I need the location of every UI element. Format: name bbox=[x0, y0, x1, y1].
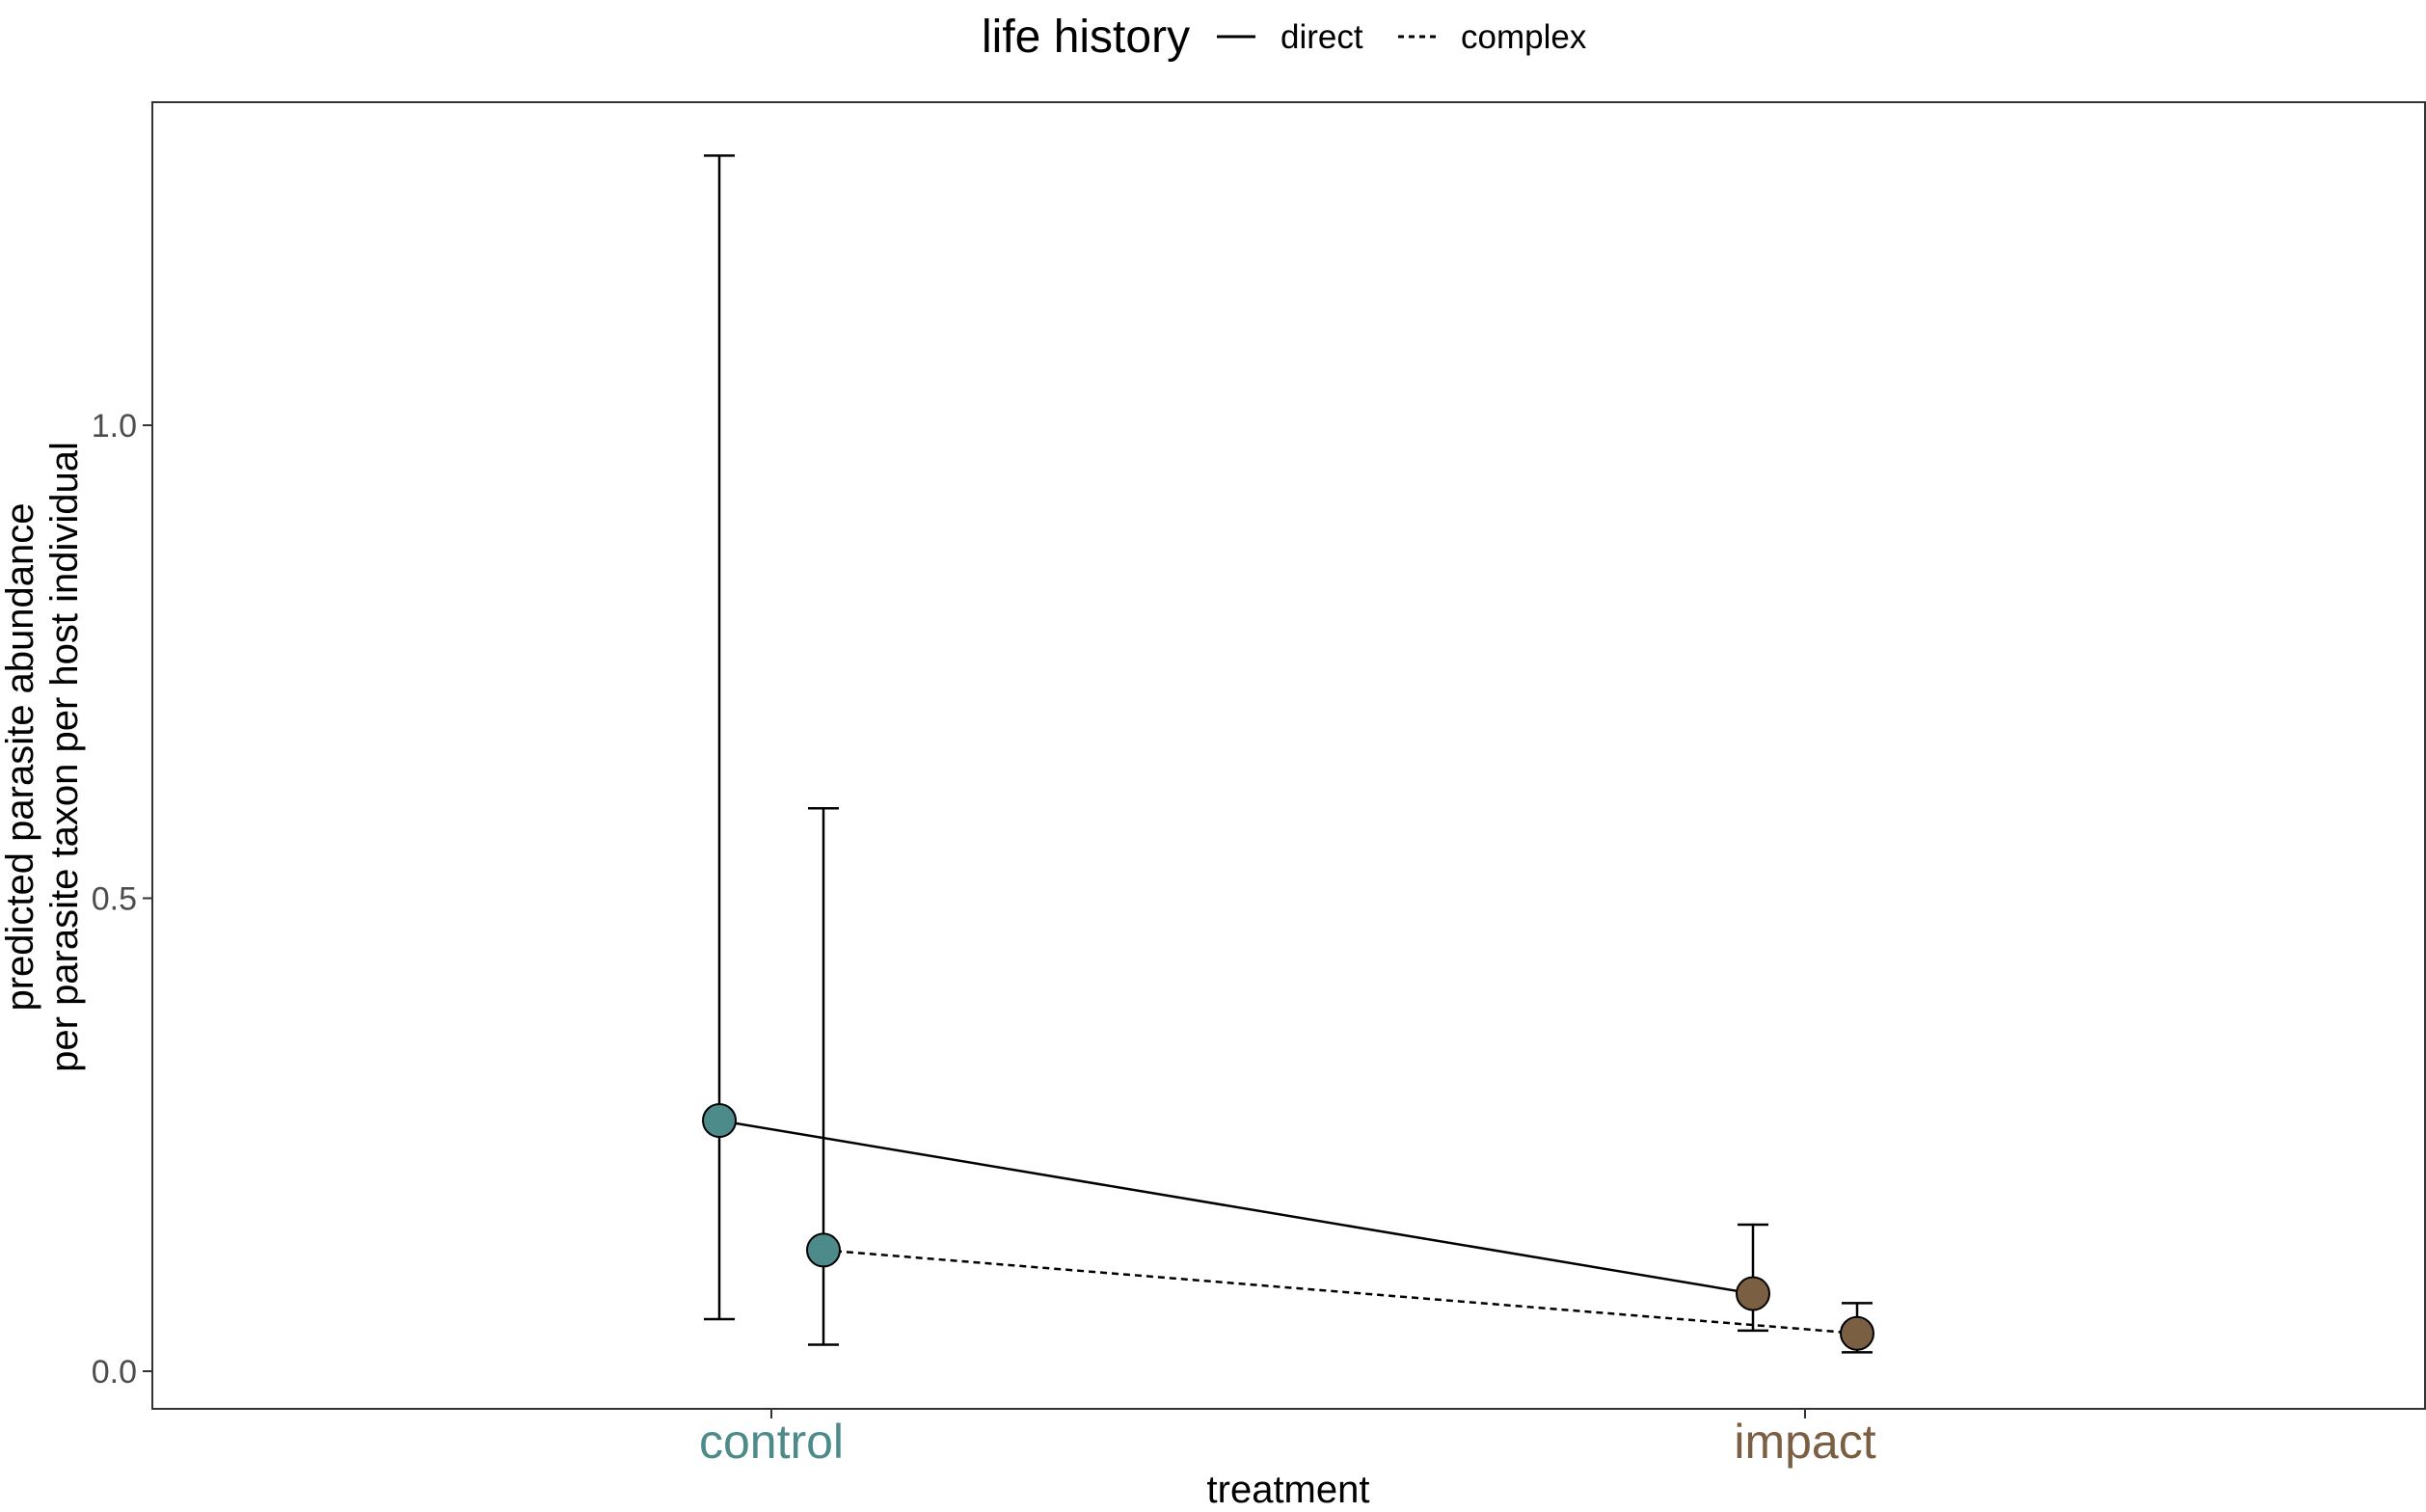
point-complex-control bbox=[806, 1232, 841, 1268]
error-bar-direct-control bbox=[704, 154, 735, 1321]
x-tick-label-control: control bbox=[699, 1415, 844, 1469]
x-axis-title: treatment bbox=[1207, 1469, 1370, 1511]
series-lines bbox=[718, 1119, 1858, 1336]
y-tick-label-1: 0.5 bbox=[92, 881, 137, 918]
legend-label-complex: complex bbox=[1461, 18, 1587, 56]
legend-label-direct: direct bbox=[1280, 18, 1363, 56]
series-line-complex bbox=[822, 1249, 1858, 1336]
y-axis-title-line2: per parasite taxon per host individual bbox=[43, 442, 86, 1072]
y-tick-label-0: 0.0 bbox=[92, 1354, 137, 1390]
legend: life history direct complex bbox=[982, 12, 1587, 63]
series-line-direct bbox=[718, 1119, 1754, 1295]
point-direct-impact bbox=[1736, 1276, 1770, 1311]
point-complex-impact bbox=[1840, 1315, 1874, 1351]
legend-title: life history bbox=[982, 12, 1190, 63]
error-bars bbox=[704, 154, 1873, 1354]
points bbox=[702, 1103, 1874, 1351]
plot-panel bbox=[151, 101, 2426, 1410]
y-axis-title: predicted parasite abundance per parasit… bbox=[0, 442, 86, 1072]
y-axis-title-line1: predicted parasite abundance bbox=[0, 502, 41, 1011]
y-axis: 0.0 0.5 1.0 bbox=[92, 408, 152, 1390]
x-axis: control impact bbox=[699, 1409, 1876, 1469]
point-direct-control bbox=[702, 1103, 737, 1139]
x-tick-label-impact: impact bbox=[1734, 1415, 1875, 1469]
y-tick-label-2: 1.0 bbox=[92, 408, 137, 445]
